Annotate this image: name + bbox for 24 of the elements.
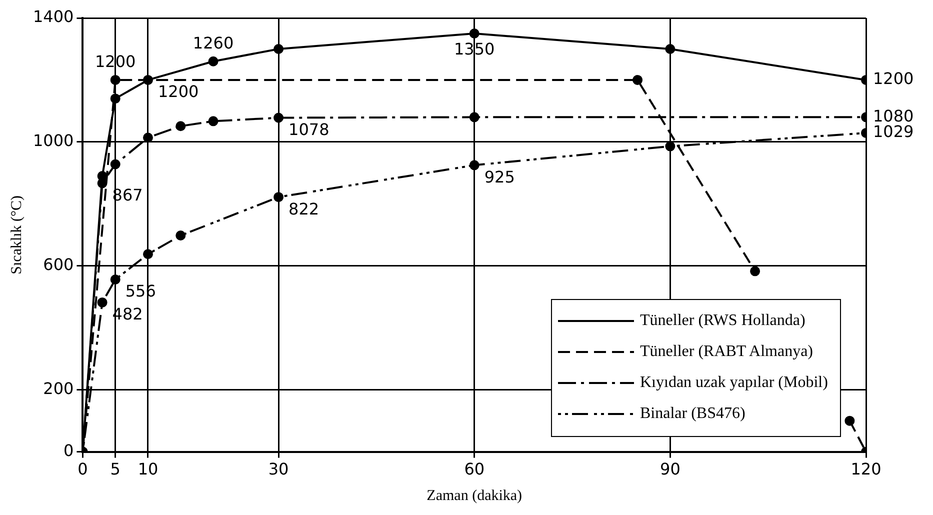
legend-label: Tüneller (RWS Hollanda) — [640, 312, 806, 330]
legend-label: Kıyıdan uzak yapılar (Mobil) — [640, 374, 828, 392]
x-tick-label: 0 — [78, 460, 88, 479]
data-label: 925 — [484, 167, 515, 186]
data-label: 1200 — [873, 69, 914, 88]
data-label: 822 — [288, 199, 320, 218]
data-label: 1078 — [288, 120, 330, 139]
x-tick-label: 60 — [464, 460, 485, 479]
y-tick-label: 600 — [43, 255, 74, 274]
y-axis-title: Sıcaklık (°C) — [8, 195, 25, 274]
data-label: 1260 — [192, 34, 234, 53]
x-tick-label: 90 — [660, 460, 680, 479]
legend-label: Tüneller (RABT Almanya) — [640, 343, 813, 362]
x-axis-title: Zaman (dakika) — [426, 488, 522, 504]
legend-label: Binalar (BS476) — [640, 405, 746, 424]
y-tick-label: 0 — [64, 440, 74, 460]
x-tick-label: 30 — [268, 460, 289, 479]
y-tick-label: 1400 — [33, 7, 74, 26]
data-label: 1200 — [158, 82, 199, 102]
x-tick-label: 120 — [850, 460, 882, 479]
y-tick-label: 200 — [43, 378, 74, 398]
y-tick-label: 1000 — [33, 131, 74, 150]
x-tick-label: 5 — [110, 460, 120, 479]
x-tick-label: 10 — [138, 460, 158, 479]
